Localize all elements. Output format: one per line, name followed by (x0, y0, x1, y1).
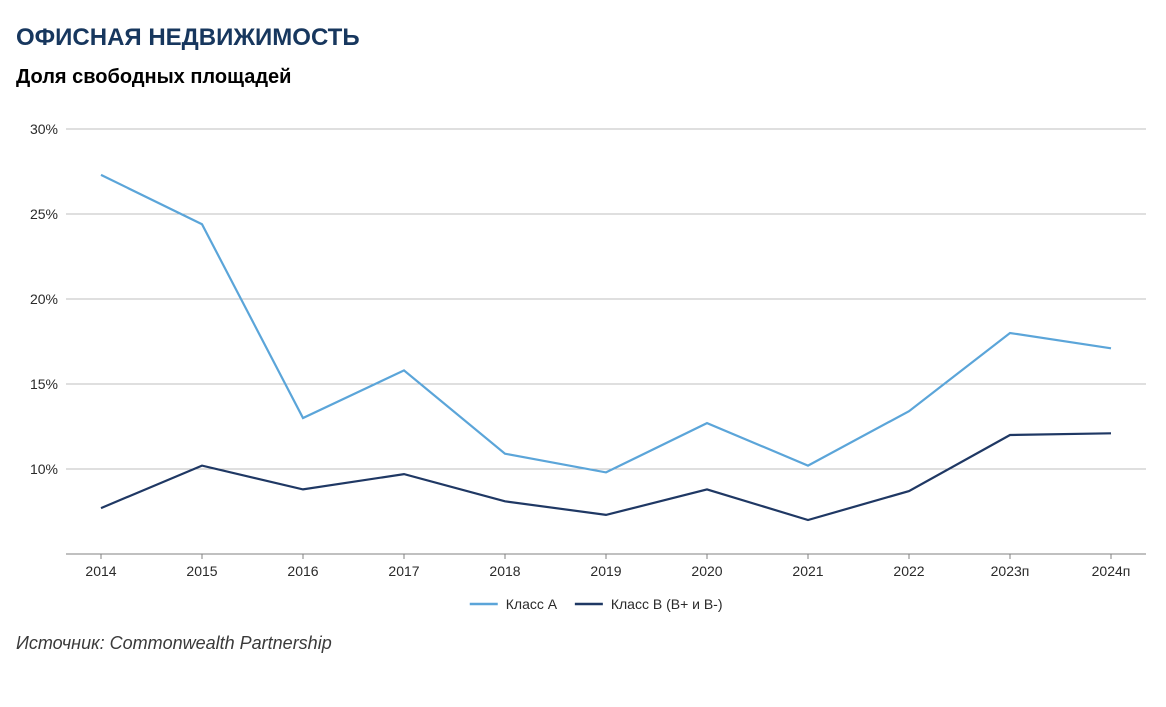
x-tick-label: 2022 (893, 563, 924, 579)
x-tick-label: 2023п (991, 563, 1030, 579)
x-tick-label: 2018 (489, 563, 520, 579)
series-line (101, 175, 1111, 473)
page-subtitle: Доля свободных площадей (16, 66, 1156, 89)
x-tick-label: 2020 (691, 563, 722, 579)
series-line (101, 433, 1111, 520)
source-label: Источник: Commonwealth Partnership (16, 633, 1156, 654)
x-tick-label: 2021 (792, 563, 823, 579)
y-tick-label: 10% (30, 461, 58, 477)
x-tick-label: 2014 (85, 563, 116, 579)
x-tick-label: 2017 (388, 563, 419, 579)
y-tick-label: 15% (30, 376, 58, 392)
x-tick-label: 2024п (1092, 563, 1131, 579)
y-tick-label: 20% (30, 291, 58, 307)
x-tick-label: 2019 (590, 563, 621, 579)
vacancy-chart: 10% 15% 20% 25% 30% 2014 2015 2016 2017 2018 2019 2… (16, 99, 1156, 619)
legend-label: Класс А (506, 596, 558, 612)
page-title: ОФИСНАЯ НЕДВИЖИМОСТЬ (16, 24, 1156, 52)
legend-label: Класс В (В+ и В-) (611, 596, 723, 612)
y-tick-label: 30% (30, 121, 58, 137)
x-tick-label: 2016 (287, 563, 318, 579)
x-tick-label: 2015 (186, 563, 217, 579)
y-tick-label: 25% (30, 206, 58, 222)
chart-svg: 10% 15% 20% 25% 30% 2014 2015 2016 2017 2018 2019 2… (16, 99, 1156, 619)
